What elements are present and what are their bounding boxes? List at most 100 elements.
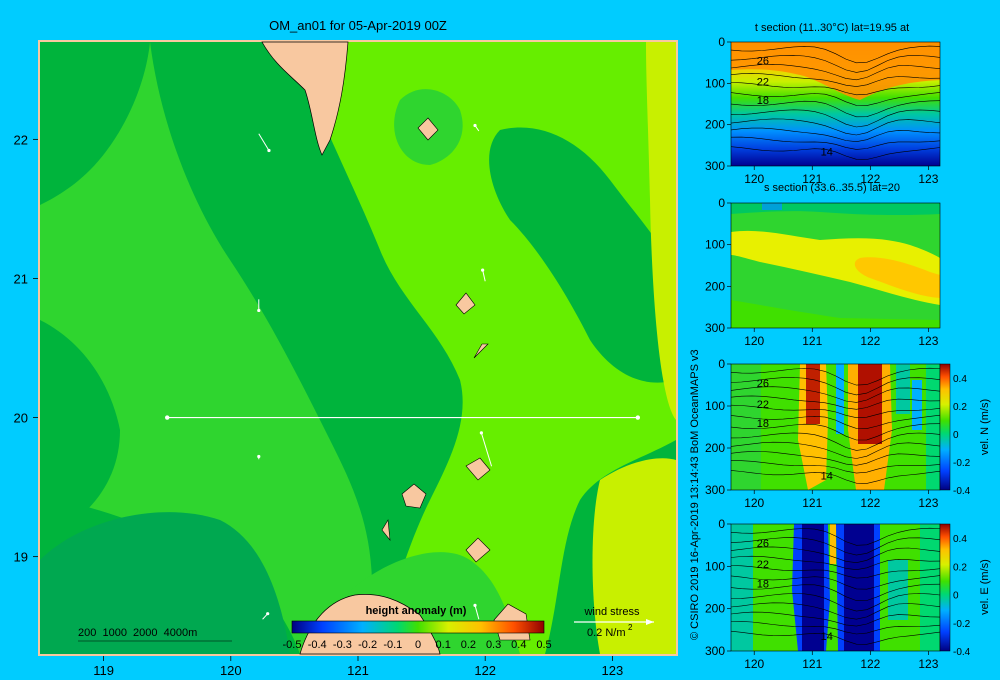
colorbar-tick-label: -0.4 — [953, 647, 971, 658]
vel-e-band-right — [920, 524, 940, 651]
colorbar-tick-label: -0.3 — [333, 639, 352, 651]
contour-label: 14 — [821, 147, 833, 159]
wind-vector-head — [473, 603, 477, 607]
land-island-f — [465, 537, 491, 563]
colorbar-tick-label: -0.2 — [953, 458, 971, 469]
vel-n-south-band-c — [912, 380, 922, 430]
wind-vectors — [257, 123, 493, 620]
t-section-axes: 120 121 122 123 0 100 200 300 — [705, 35, 939, 186]
section-line-start — [165, 415, 170, 420]
vel-e-isotherms — [730, 527, 941, 645]
wind-vector-head — [479, 431, 483, 435]
contour-label: 26 — [757, 538, 769, 550]
isotherm-line — [730, 527, 941, 546]
isotherm-line — [730, 565, 941, 579]
isotherm-line — [730, 377, 941, 396]
vel-e-section: 26 22 18 14 120 121 122 123 0 100 200 300 -0.4 -0.2… — [705, 517, 991, 671]
s-section-deep — [731, 300, 940, 328]
section-x-tick-label: 120 — [744, 172, 764, 186]
wind-vector-head — [267, 148, 271, 153]
vel-n-colorbar-label: vel. N (m/s) — [979, 399, 991, 455]
section-y-tick-label: 200 — [705, 441, 725, 455]
section-x-tick-label: 122 — [860, 496, 880, 510]
section-y-tick-label: 0 — [718, 196, 725, 210]
isotherm-line — [730, 611, 941, 627]
colorbar-tick-label: 0.4 — [511, 639, 526, 651]
contour-label: 18 — [757, 418, 769, 430]
t-section-contour-labels: 26 22 18 14 — [757, 56, 833, 159]
contour-label: 14 — [821, 631, 833, 643]
colorbar-tick-label: 0 — [953, 430, 959, 441]
isotherm-line — [730, 82, 941, 96]
field-region-mid-west — [40, 42, 372, 654]
isotherm-line — [730, 537, 941, 556]
map-y-tick-label: 20 — [14, 411, 28, 426]
isotherm-line — [730, 136, 941, 150]
t-section-title: t section (11..30°C) lat=19.95 at — [755, 22, 909, 34]
section-y-tick-label: 300 — [705, 644, 725, 658]
wind-legend-exponent: 2 — [628, 623, 633, 632]
section-y-tick-label: 300 — [705, 321, 725, 335]
colorbar-tick-label: 0 — [953, 591, 959, 602]
main-map: OM_an01 for 05-Apr-2019 00Z — [14, 18, 678, 678]
section-y-tick-label: 300 — [705, 483, 725, 497]
map-y-tick-label: 22 — [14, 132, 28, 147]
vel-e-contour-labels: 26 22 18 14 — [757, 538, 833, 643]
isotherm-line — [730, 386, 941, 403]
section-x-tick-label: 122 — [860, 657, 880, 671]
wind-vector-head — [473, 123, 477, 128]
wind-vector — [258, 133, 270, 151]
wind-vector — [482, 269, 486, 282]
field-region-east-dark — [489, 127, 676, 383]
vel-n-north-core-a-max — [806, 364, 820, 424]
isotherm-line — [730, 63, 941, 81]
section-y-tick-label: 100 — [705, 238, 725, 252]
wind-legend-value: 0.2 N/m — [587, 627, 626, 639]
isotherm-line — [730, 432, 941, 451]
s-section-salty-core — [731, 230, 940, 305]
vel-n-colorbar-ticks: -0.4 -0.2 0 0.2 0.4 — [953, 374, 971, 497]
map-x-tick-label: 122 — [474, 663, 496, 678]
section-y-tick-label: 200 — [705, 602, 725, 616]
section-y-tick-label: 0 — [718, 35, 725, 49]
s-section-fresh-top — [731, 203, 940, 216]
isotherm-line — [730, 546, 941, 564]
map-x-tick-label: 120 — [220, 663, 242, 678]
isotherm-line — [730, 470, 941, 484]
vel-n-section: 26 22 18 14 120 121 122 123 0 100 200 300 -0.4 -0.2… — [705, 357, 991, 510]
contour-label: 22 — [757, 559, 769, 571]
colorbar-tick-label: 0.3 — [486, 639, 501, 651]
section-x-tick-label: 123 — [918, 172, 938, 186]
field-region-yellow-east — [646, 42, 676, 420]
vel-e-east-band — [830, 524, 836, 564]
vel-n-south-band-b — [896, 364, 910, 414]
vel-e-colorbar — [939, 523, 951, 652]
isotherm-line — [730, 423, 941, 441]
colorbar-tick-label: -0.4 — [953, 486, 971, 497]
vel-n-isotherms — [730, 367, 941, 484]
colorbar-tick-label: 0.2 — [953, 562, 967, 573]
vel-e-colorbar-ticks: -0.4 -0.2 0 0.2 0.4 — [953, 534, 971, 658]
salinity-section: s section (33.6..35.5) lat=20 120 121 122 1… — [705, 182, 941, 348]
section-x-tick-label: 121 — [802, 657, 822, 671]
wind-vector-head — [257, 454, 261, 459]
section-x-tick-label: 121 — [802, 334, 822, 348]
colorbar-tick-label: 0.1 — [436, 639, 451, 651]
section-x-tick-label: 122 — [860, 172, 880, 186]
temperature-section: t section (11..30°C) lat=19.95 at 26 22 18… — [705, 22, 941, 186]
wind-legend-arrow-head — [646, 619, 654, 625]
isotherm-line — [730, 54, 941, 73]
section-y-tick-label: 300 — [705, 159, 725, 173]
colorbar-tick-label: 0.4 — [953, 534, 967, 545]
isotherm-line — [730, 118, 941, 136]
section-y-tick-label: 100 — [705, 399, 725, 413]
isotherm-line — [730, 73, 941, 87]
s-section-axes: 120 121 122 123 0 100 200 300 — [705, 196, 939, 348]
colorbar-tick-label: 0.2 — [953, 402, 967, 413]
colorbar-tick-label: 0.2 — [461, 639, 476, 651]
wind-vector — [474, 605, 480, 620]
depth-legend: 200 1000 2000 4000m — [78, 627, 197, 639]
section-y-tick-label: 100 — [705, 76, 725, 90]
s-section-title: s section (33.6..35.5) lat=20 — [764, 182, 900, 194]
